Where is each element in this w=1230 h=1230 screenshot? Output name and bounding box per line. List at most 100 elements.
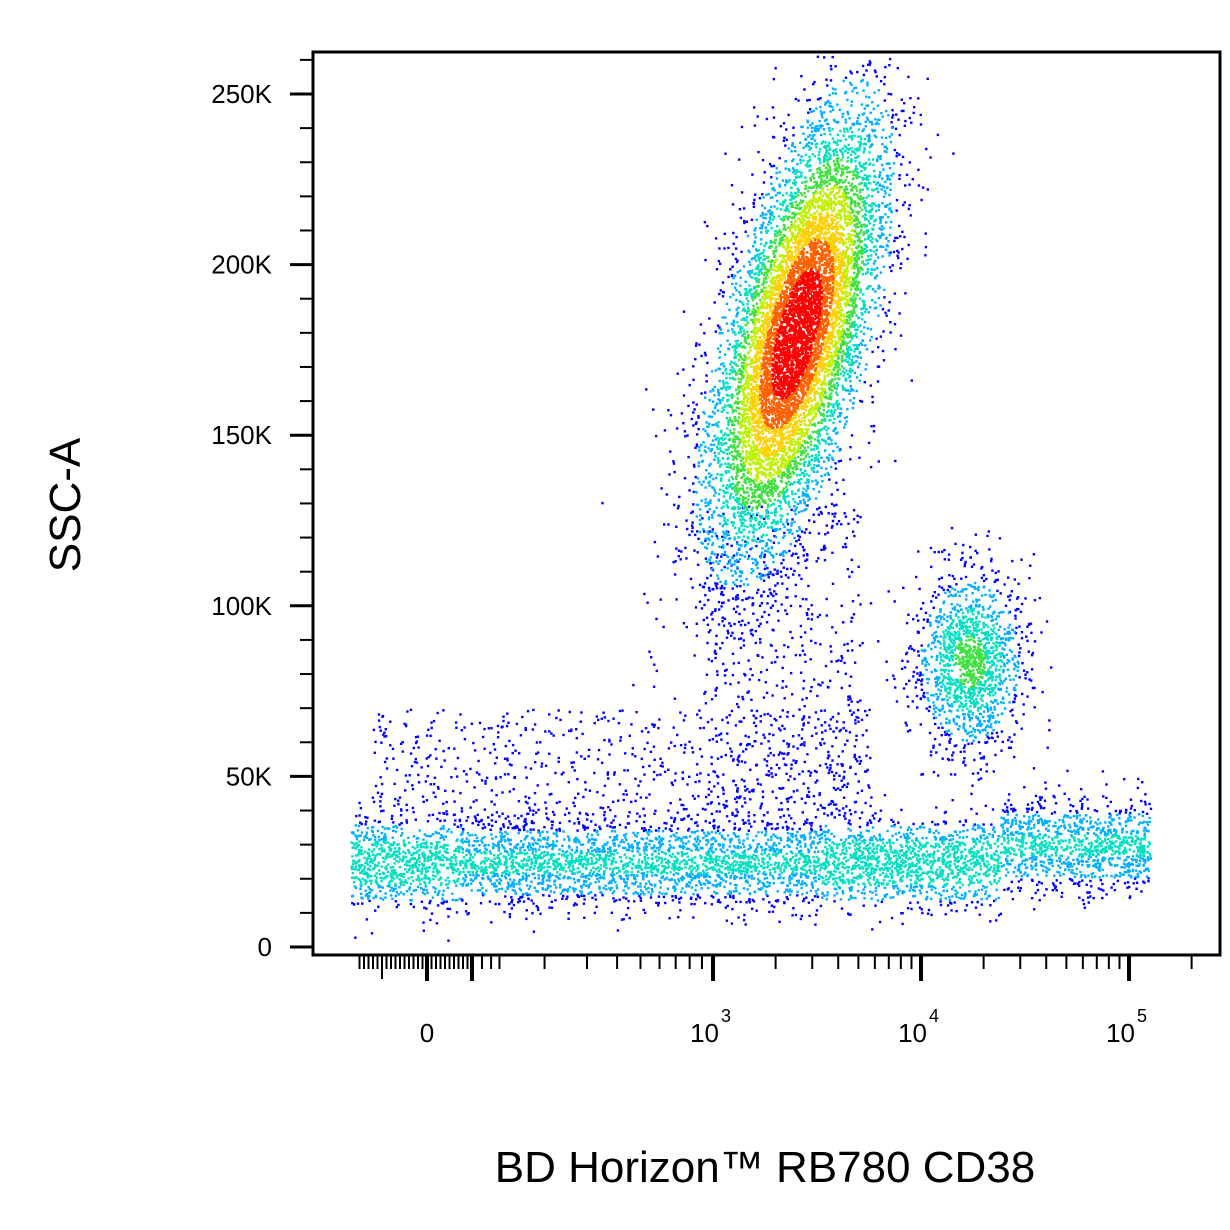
event-point [711,568,714,571]
event-point [790,767,793,770]
event-point [1015,875,1018,878]
event-point [713,884,716,887]
event-point [887,114,890,117]
event-point [1119,823,1122,826]
event-point [603,818,606,822]
event-point [394,900,398,903]
event-point [831,626,834,629]
event-point [978,722,981,725]
event-point [874,301,877,304]
event-point [823,812,826,815]
event-point [709,390,712,393]
event-point [601,894,604,897]
event-point [1025,807,1029,810]
event-point [826,766,829,769]
event-point [536,751,540,754]
event-point [767,613,771,617]
event-point [698,480,701,484]
event-point [881,349,885,353]
event-point [1028,823,1031,826]
event-point [412,835,416,838]
event-point [630,800,633,804]
event-point [1128,896,1131,900]
event-point [359,892,363,896]
event-point [686,527,689,531]
event-point [587,748,591,751]
event-point [773,568,776,571]
event-point [423,892,426,896]
event-point [359,834,362,837]
event-point [964,728,967,732]
event-point [738,612,741,616]
event-point [891,109,894,112]
event-point [1026,873,1030,877]
event-point [680,837,683,841]
event-point [610,743,613,746]
event-point [873,134,876,137]
event-point [443,819,446,822]
event-point [977,588,980,592]
event-point [726,721,730,724]
event-point [939,903,943,907]
event-point [1036,888,1040,892]
event-point [355,814,358,818]
event-point [1005,653,1008,656]
event-point [881,143,884,146]
event-point [599,890,602,894]
event-point [837,659,840,662]
event-point [879,304,882,307]
event-point [860,400,864,403]
event-point [739,574,743,578]
event-point [899,235,902,238]
event-point [477,759,480,763]
event-point [754,740,757,743]
event-point [793,800,796,804]
event-point [946,757,950,761]
event-point [919,671,922,674]
event-point [774,660,777,664]
event-point [703,332,706,335]
event-point [522,900,526,903]
event-point [704,445,707,448]
event-point [737,755,740,759]
event-point [1042,869,1045,872]
event-point [851,649,854,652]
event-point [887,216,890,219]
event-point [992,729,995,732]
event-point [820,466,823,469]
event-point [932,707,936,710]
event-point [753,198,756,202]
event-point [860,718,864,722]
event-point [707,881,710,885]
event-point [710,718,714,721]
event-point [696,824,699,827]
event-point [740,778,744,781]
event-point [514,891,517,895]
event-point [704,795,708,799]
event-point [823,111,826,114]
event-point [919,673,923,676]
event-point [751,557,754,561]
event-point [850,889,853,892]
event-point [683,746,687,750]
event-point [813,802,816,805]
event-point [741,805,744,808]
event-point [1089,895,1092,898]
event-point [708,821,711,824]
event-point [694,780,697,784]
event-point [425,734,429,737]
event-point [716,892,719,895]
event-point [1028,577,1031,580]
event-point [1007,693,1011,696]
event-point [690,886,693,889]
event-point [732,662,735,665]
event-point [739,284,742,287]
event-point [804,559,807,562]
event-point [819,804,822,807]
event-point [1124,820,1127,824]
event-point [939,897,942,901]
event-point [1013,686,1016,689]
event-point [522,826,526,829]
event-point [1095,810,1099,813]
event-point [869,756,872,760]
